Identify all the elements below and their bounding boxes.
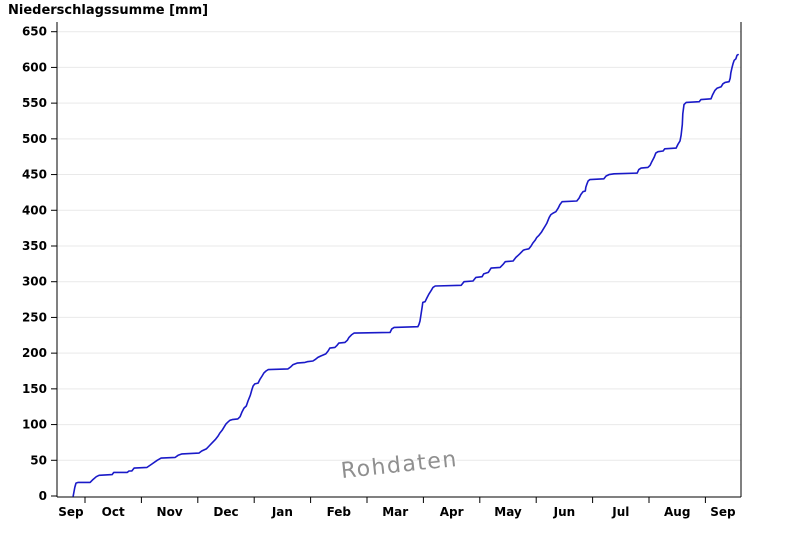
x-tick-label: Nov	[157, 505, 183, 519]
cumulative-precipitation-line	[72, 53, 739, 497]
y-tick-label: 50	[30, 453, 47, 467]
x-tick-label: Jan	[271, 505, 293, 519]
y-tick-label: 300	[22, 275, 47, 289]
x-tick-label: Feb	[327, 505, 352, 519]
chart-title: Niederschlagssumme [mm]	[8, 3, 209, 18]
x-tick-label: Oct	[102, 505, 125, 519]
y-tick-label: 500	[22, 132, 47, 146]
x-tick-label: Sep	[710, 505, 736, 519]
x-tick-label: Aug	[664, 505, 690, 519]
y-tick-label: 0	[39, 489, 47, 503]
y-tick-label: 250	[22, 310, 47, 324]
y-tick-label: 350	[22, 239, 47, 253]
x-tick-label: Apr	[440, 505, 464, 519]
y-tick-label: 150	[22, 382, 47, 396]
y-tick-label: 100	[22, 418, 47, 432]
y-tick-label: 550	[22, 96, 47, 110]
y-tick-label: 600	[22, 60, 47, 74]
x-tick-label: Jul	[611, 505, 629, 519]
x-tick-label: Sep	[58, 505, 84, 519]
x-tick-label: Dec	[213, 505, 238, 519]
y-tick-label: 200	[22, 346, 47, 360]
y-tick-label: 400	[22, 203, 47, 217]
x-tick-label: Mar	[382, 505, 408, 519]
x-tick-label: Jun	[553, 505, 576, 519]
y-tick-label: 450	[22, 168, 47, 182]
x-tick-label: May	[494, 505, 522, 519]
y-tick-label: 650	[22, 25, 47, 39]
